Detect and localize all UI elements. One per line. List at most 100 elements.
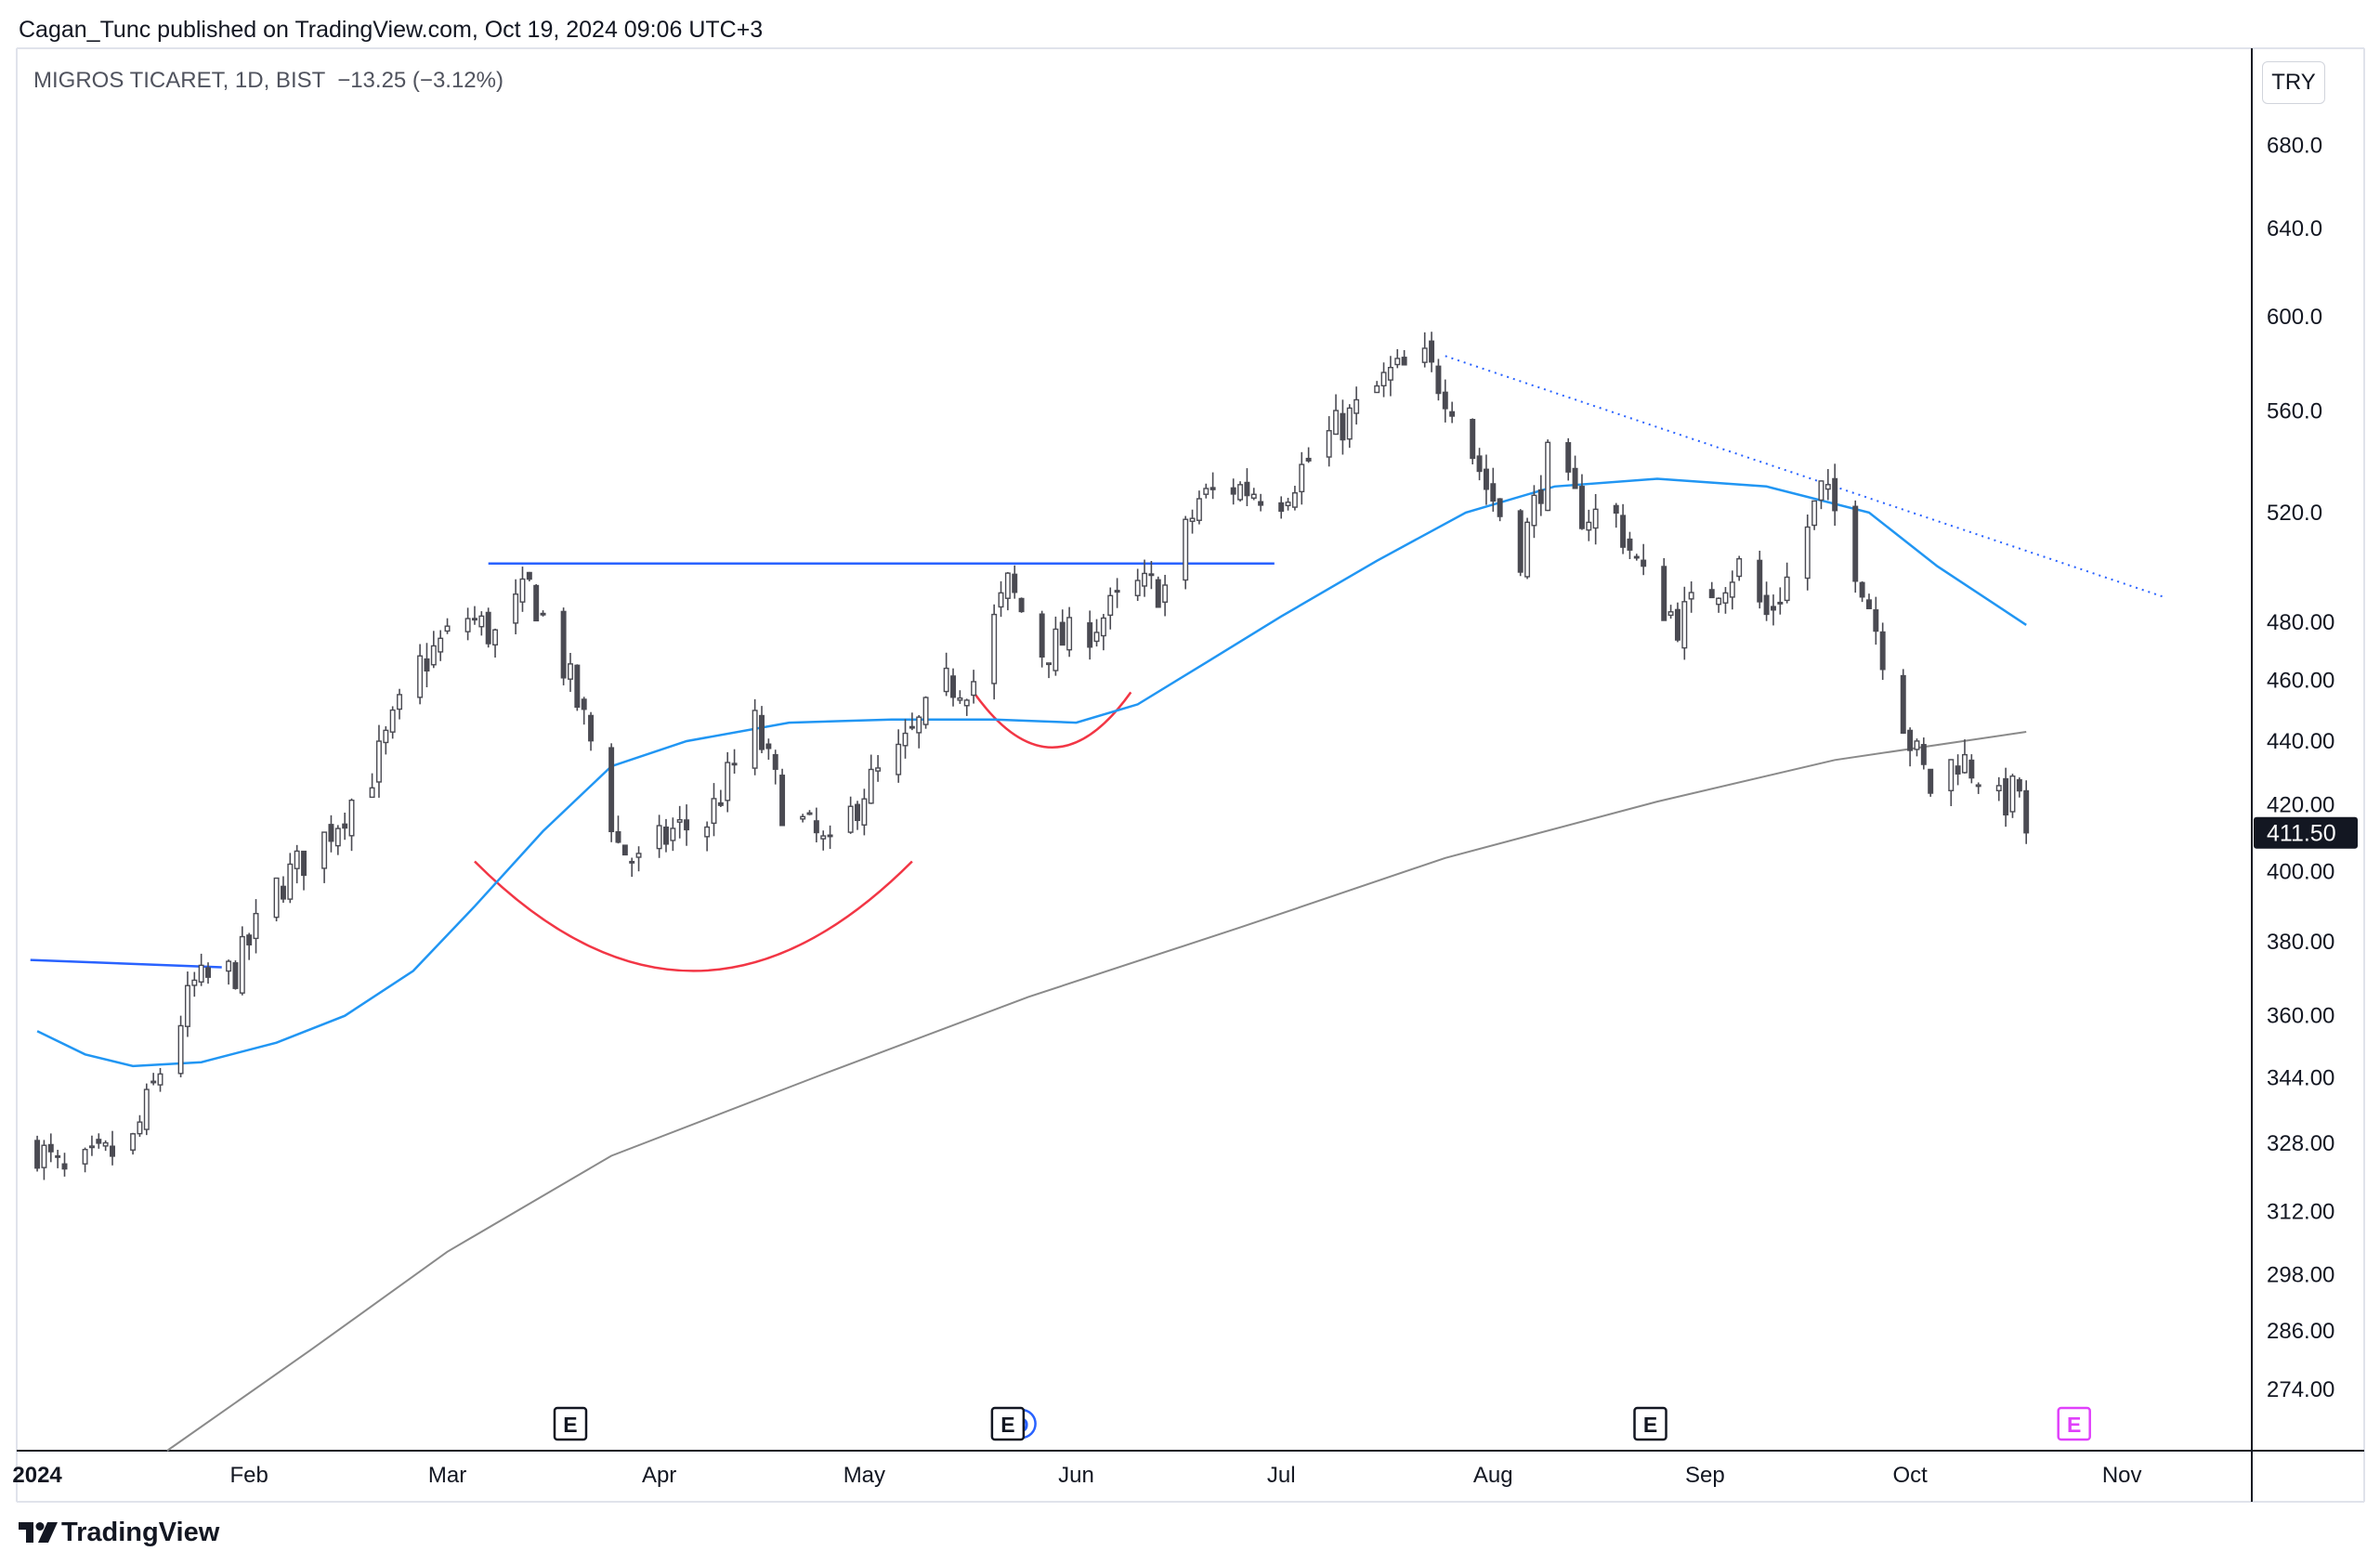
candle <box>1620 503 1627 554</box>
candle <box>334 825 341 855</box>
candle <box>1087 610 1093 660</box>
price-tick-label: 380.00 <box>2267 930 2334 955</box>
candle <box>1374 381 1380 394</box>
candle <box>1442 379 1448 423</box>
price-tick-label: 298.00 <box>2267 1262 2334 1287</box>
candle <box>1757 550 1763 609</box>
candle <box>725 751 731 813</box>
horizontal-line-2[interactable] <box>30 958 222 969</box>
dotted-trendline[interactable] <box>1445 355 2164 598</box>
candle <box>998 580 1004 618</box>
candle <box>950 668 956 707</box>
drawings-layer[interactable] <box>30 355 2164 972</box>
earnings-marker-icon[interactable]: E <box>2057 1406 2091 1441</box>
candle <box>759 706 765 753</box>
candle <box>253 899 259 954</box>
candle <box>191 971 198 997</box>
candle <box>1811 500 1818 530</box>
arc-1[interactable] <box>474 860 913 972</box>
candle <box>294 844 300 884</box>
candle <box>492 628 499 658</box>
candle <box>478 611 485 636</box>
candle <box>34 1135 41 1172</box>
candle <box>471 606 477 625</box>
candle <box>1818 480 1824 510</box>
candle <box>779 768 786 827</box>
candle <box>1100 614 1106 651</box>
candle <box>896 729 902 783</box>
candle <box>765 738 772 760</box>
time-tick-label: Sep <box>1685 1463 1725 1488</box>
time-tick-label: Apr <box>642 1463 676 1488</box>
candle <box>1681 586 1688 660</box>
earnings-marker-icon[interactable]: E <box>1633 1406 1667 1441</box>
candle <box>1490 467 1497 512</box>
tradingview-logo-icon <box>19 1522 58 1543</box>
candle <box>41 1140 47 1180</box>
time-axis[interactable]: 2024 Feb Mar Apr May Jun Jul Aug Sep Oct Nov <box>12 1463 2141 1488</box>
price-tick-label: 360.00 <box>2267 1004 2334 1029</box>
candle <box>1039 610 1045 668</box>
candle <box>1627 531 1633 560</box>
candle <box>1852 500 1859 593</box>
time-tick-label: Jun <box>1058 1463 1094 1488</box>
candle <box>1900 669 1906 735</box>
candle <box>1012 565 1018 599</box>
earnings-marker-icon[interactable]: E <box>553 1406 588 1441</box>
time-tick-label: Aug <box>1473 1463 1513 1488</box>
candle <box>629 857 635 878</box>
candle <box>430 631 437 669</box>
candle <box>1832 463 1838 527</box>
candle <box>717 789 724 807</box>
candle <box>704 821 711 852</box>
candle <box>1196 490 1202 525</box>
candle <box>581 697 587 725</box>
time-tick-label: Jul <box>1267 1463 1296 1488</box>
candle <box>1066 606 1073 658</box>
candle <box>526 571 532 581</box>
candle <box>731 749 738 775</box>
candle <box>608 743 615 842</box>
time-tick-label: Nov <box>2102 1463 2142 1488</box>
price-axis[interactable]: 680.0 640.0 600.0 560.0 520.0 480.00 460.00 440… <box>2254 134 2358 1402</box>
candle <box>540 610 546 617</box>
candle <box>1476 448 1483 481</box>
candle <box>1018 597 1025 613</box>
candle <box>301 850 307 891</box>
moving-averages-layer <box>36 477 2027 1452</box>
candle <box>47 1133 54 1163</box>
candle <box>375 724 382 798</box>
candle <box>1736 555 1743 581</box>
time-tick-label: Mar <box>428 1463 466 1488</box>
candle <box>328 815 334 853</box>
candle <box>820 830 827 851</box>
svg-text:E: E <box>1000 1413 1014 1437</box>
candle <box>96 1133 102 1149</box>
currency-button[interactable]: TRY <box>2262 61 2325 104</box>
events-layer[interactable]: DEEEE <box>553 1406 2091 1441</box>
candle <box>1046 662 1053 679</box>
candle <box>1237 481 1244 502</box>
candle <box>772 749 778 785</box>
price-tick-label: 460.00 <box>2267 669 2334 694</box>
candle <box>991 604 998 700</box>
candle <box>568 653 573 692</box>
arc-2[interactable] <box>973 691 1132 749</box>
candle <box>389 706 396 739</box>
candle <box>55 1150 61 1168</box>
candle <box>971 670 977 704</box>
chart-frame <box>16 47 2365 1503</box>
candle <box>1346 404 1353 449</box>
candle <box>1578 474 1585 530</box>
candle <box>1258 493 1264 512</box>
price-tick-label: 420.00 <box>2267 793 2334 818</box>
candle <box>513 579 519 634</box>
price-tick-label: 440.00 <box>2267 729 2334 754</box>
candle <box>383 725 389 755</box>
brand[interactable]: TradingView <box>19 1514 219 1551</box>
candle <box>1162 574 1169 617</box>
symbol-legend[interactable]: MIGROS TICARET, 1D, BIST −13.25 (−3.12%) <box>33 68 503 94</box>
price-tick-label: 344.00 <box>2267 1066 2334 1091</box>
earnings-marker-icon[interactable]: E <box>990 1406 1026 1441</box>
